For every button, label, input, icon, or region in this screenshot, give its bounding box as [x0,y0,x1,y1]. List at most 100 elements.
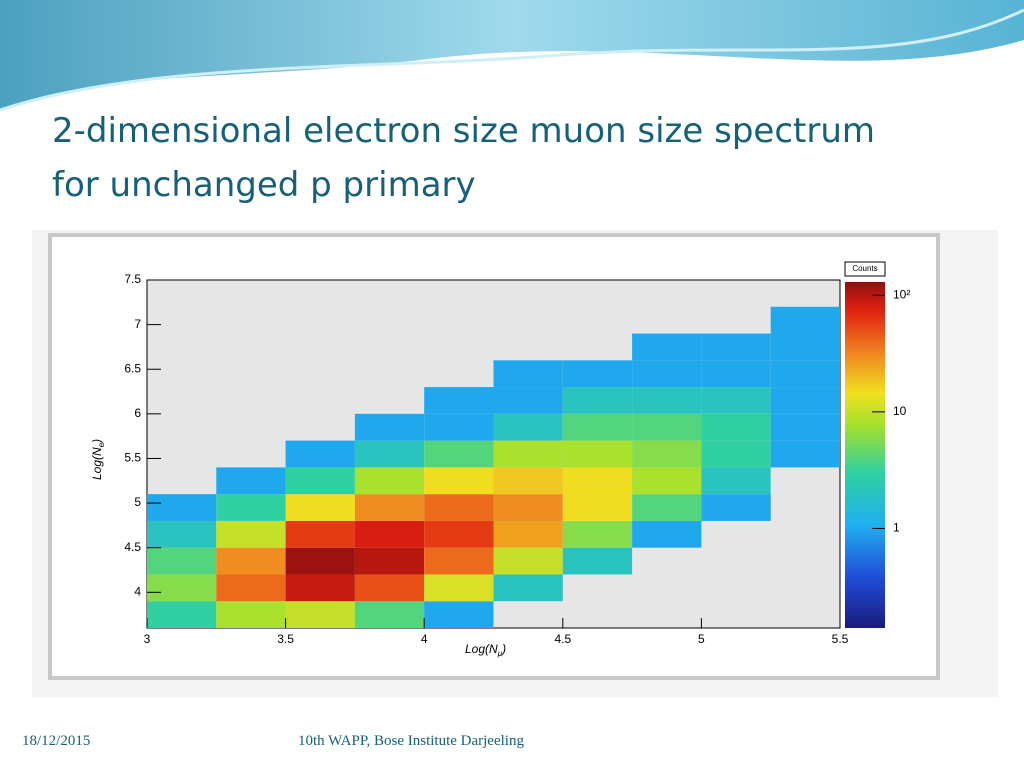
hist-cell [770,306,840,334]
header-wave-line [0,8,1024,112]
y-axis-label-part: Log(N [90,447,104,480]
hist-cell [216,520,286,548]
hist-cell [632,467,702,495]
hist-cell [354,440,425,468]
hist-cell [216,467,286,495]
hist-cell [632,333,702,361]
hist-cell [285,601,355,628]
colorbar [845,282,885,628]
y-tick-label: 5 [134,495,141,509]
title-line: for unchanged p primary [52,165,476,205]
hist-cell [493,547,563,575]
x-tick-label: 4 [421,632,428,646]
hist-cell [424,574,494,602]
y-tick-label: 7.5 [124,272,141,286]
x-axis-label-part: ) [500,642,506,656]
x-tick-label: 5 [698,632,705,646]
hist-cell [632,413,702,441]
hist-cell [216,494,286,521]
hist-cell [562,520,633,548]
x-axis-label-part: Log(N [465,642,498,656]
hist-cell [424,467,494,495]
x-tick-label: 4.5 [554,632,571,646]
hist-cell [354,494,425,521]
hist-cell [493,467,563,495]
hist-cell [354,520,425,548]
hist-cell [424,413,494,441]
hist-cell [632,360,702,388]
hist-cell [632,520,702,548]
hist-cell [493,360,563,388]
hist-cell [701,360,771,388]
hist-cell [354,467,425,495]
hist-cell [770,360,840,388]
hist-cell [424,387,494,414]
y-tick-label: 6 [134,406,141,420]
hist-cell [770,413,840,441]
hist-cell [424,440,494,468]
hist-cell [216,574,286,602]
hist-cell [701,413,771,441]
hist-cell [147,574,217,602]
hist-cell [493,413,563,441]
slide-title: 2-dimensional electron size muon size sp… [52,104,875,212]
hist-cell [424,601,494,628]
hist-cell [632,494,702,521]
hist-cell [493,520,563,548]
hist-cell [701,494,771,521]
hist-cell [770,440,840,468]
hist-cell [562,413,633,441]
x-tick-label: 5.5 [832,632,849,646]
y-tick-label: 5.5 [124,451,141,465]
hist-cell [285,547,355,575]
footer-date: 18/12/2015 [22,733,91,749]
hist-cell [147,547,217,575]
hist-cell [493,387,563,414]
hist-cell [424,547,494,575]
hist-cell [701,440,771,468]
hist-cell [285,494,355,521]
x-tick-label: 3.5 [277,632,294,646]
y-tick-label: 4.5 [124,540,141,554]
hist-cell [701,387,771,414]
hist-cell [770,333,840,361]
y-tick-label: 7 [134,317,141,331]
hist-cell [562,440,633,468]
hist-cell [285,574,355,602]
hist-cell [424,494,494,521]
y-tick-label: 4 [134,584,141,598]
x-tick-label: 3 [144,632,151,646]
hist-cell [216,601,286,628]
y-axis-label-part: ) [90,439,104,445]
title-line: 2-dimensional electron size muon size sp… [52,111,875,151]
hist-cell [493,440,563,468]
hist-cell [562,360,633,388]
colorbar-tick-label: 10² [893,287,910,301]
hist-cell [147,601,217,628]
colorbar-tick-label: 1 [893,521,900,535]
hist-cell [562,494,633,521]
hist-cell [216,547,286,575]
x-axis-label: Log(Nμ) [465,642,506,658]
colorbar-title-box [844,261,886,277]
hist-cell [354,547,425,575]
hist-cell [770,387,840,414]
y-axis-label-part: e [97,442,106,447]
hist-cell [493,574,563,602]
hist-cell [285,520,355,548]
y-axis-label: Log(Ne) [90,439,106,480]
hist-cell [701,333,771,361]
hist-cell [562,387,633,414]
hist-cell [632,440,702,468]
hist-cell [562,467,633,495]
hist-cell [285,440,355,468]
x-axis-label-part: μ [497,649,503,658]
hist-cell [632,387,702,414]
footer-text: 10th WAPP, Bose Institute Darjeeling [298,733,524,749]
hist-cell [424,520,494,548]
hist-cell [493,494,563,521]
header-wave [0,0,1024,110]
hist-cell [562,547,633,575]
hist-cell [354,574,425,602]
